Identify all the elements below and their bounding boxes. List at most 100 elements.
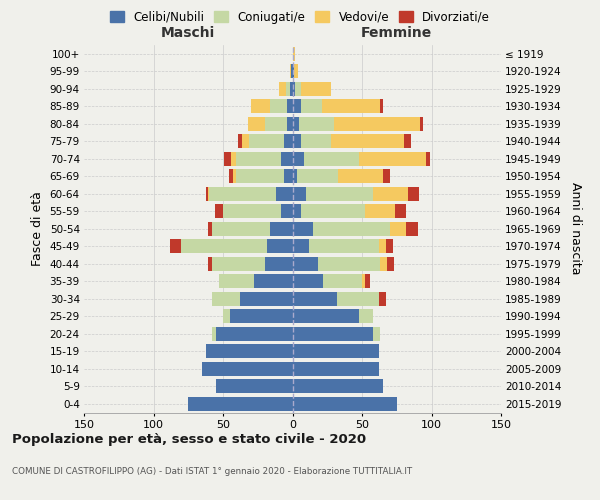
Bar: [421, 117, 423, 131]
Bar: [216, 379, 293, 393]
Bar: [293, 100, 301, 114]
Bar: [242, 134, 250, 148]
Bar: [248, 117, 265, 131]
Bar: [379, 240, 386, 253]
Bar: [286, 82, 290, 96]
Bar: [299, 117, 334, 131]
Bar: [233, 170, 236, 183]
Bar: [331, 134, 404, 148]
Bar: [373, 187, 408, 201]
Text: Maschi: Maschi: [161, 26, 215, 40]
Bar: [387, 257, 394, 271]
Bar: [181, 240, 268, 253]
Bar: [206, 344, 293, 358]
Bar: [223, 309, 230, 324]
Bar: [404, 134, 410, 148]
Bar: [278, 82, 286, 96]
Bar: [212, 327, 216, 341]
Bar: [281, 204, 293, 218]
Bar: [215, 204, 223, 218]
Bar: [296, 170, 338, 183]
Bar: [295, 82, 301, 96]
Bar: [365, 204, 395, 218]
Bar: [284, 134, 293, 148]
Bar: [395, 204, 406, 218]
Bar: [301, 100, 322, 114]
Bar: [293, 170, 296, 183]
Bar: [270, 222, 293, 236]
Bar: [202, 362, 293, 376]
Y-axis label: Fasce di età: Fasce di età: [31, 192, 44, 266]
Bar: [293, 362, 379, 376]
Bar: [380, 100, 383, 114]
Text: Femmine: Femmine: [361, 26, 433, 40]
Bar: [293, 397, 397, 411]
Text: Popolazione per età, sesso e stato civile - 2020: Popolazione per età, sesso e stato civil…: [12, 432, 366, 446]
Bar: [208, 222, 212, 236]
Text: COMUNE DI CASTROFILIPPO (AG) - Dati ISTAT 1° gennaio 2020 - Elaborazione TUTTITA: COMUNE DI CASTROFILIPPO (AG) - Dati ISTA…: [12, 468, 412, 476]
Bar: [406, 222, 418, 236]
Bar: [219, 274, 254, 288]
Bar: [238, 134, 242, 148]
Bar: [250, 134, 284, 148]
Bar: [293, 187, 307, 201]
Bar: [251, 100, 270, 114]
Bar: [383, 170, 390, 183]
Bar: [276, 187, 293, 201]
Bar: [209, 187, 276, 201]
Bar: [386, 240, 392, 253]
Bar: [309, 240, 379, 253]
Bar: [334, 117, 421, 131]
Bar: [188, 397, 293, 411]
Bar: [294, 64, 298, 78]
Bar: [265, 117, 287, 131]
Bar: [323, 274, 362, 288]
Bar: [270, 100, 287, 114]
Bar: [293, 204, 301, 218]
Bar: [362, 274, 365, 288]
Bar: [293, 47, 295, 61]
Bar: [212, 222, 270, 236]
Bar: [170, 240, 181, 253]
Bar: [301, 82, 331, 96]
Bar: [208, 187, 209, 201]
Bar: [254, 274, 293, 288]
Bar: [293, 240, 309, 253]
Bar: [373, 327, 380, 341]
Bar: [293, 344, 379, 358]
Bar: [284, 170, 293, 183]
Bar: [301, 204, 365, 218]
Bar: [293, 257, 317, 271]
Bar: [293, 274, 323, 288]
Bar: [293, 379, 383, 393]
Bar: [317, 257, 380, 271]
Bar: [287, 100, 293, 114]
Bar: [293, 222, 313, 236]
Bar: [293, 309, 359, 324]
Bar: [287, 117, 293, 131]
Bar: [322, 100, 380, 114]
Bar: [338, 170, 383, 183]
Bar: [380, 257, 387, 271]
Bar: [212, 292, 239, 306]
Bar: [206, 187, 208, 201]
Y-axis label: Anni di nascita: Anni di nascita: [569, 182, 582, 275]
Bar: [236, 170, 284, 183]
Bar: [224, 152, 232, 166]
Bar: [408, 187, 419, 201]
Bar: [293, 134, 301, 148]
Bar: [290, 64, 291, 78]
Bar: [208, 257, 212, 271]
Bar: [293, 117, 299, 131]
Bar: [236, 152, 281, 166]
Bar: [216, 327, 293, 341]
Bar: [301, 134, 331, 148]
Bar: [359, 152, 426, 166]
Bar: [268, 240, 293, 253]
Legend: Celibi/Nubili, Coniugati/e, Vedovi/e, Divorziati/e: Celibi/Nubili, Coniugati/e, Vedovi/e, Di…: [105, 6, 495, 28]
Bar: [293, 327, 373, 341]
Bar: [212, 257, 265, 271]
Bar: [293, 64, 294, 78]
Bar: [379, 292, 386, 306]
Bar: [265, 257, 293, 271]
